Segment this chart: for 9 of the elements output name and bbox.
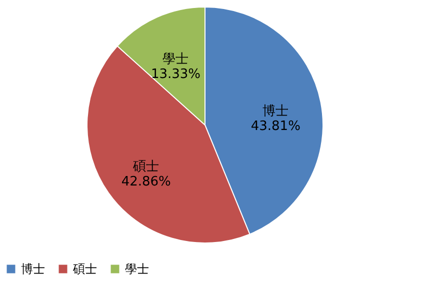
data-label: 13.33%	[150, 67, 201, 82]
slice-label: 博士	[262, 104, 289, 120]
slice-label: 學士	[162, 52, 189, 68]
data-label: 42.86%	[121, 174, 171, 190]
legend-label: 碩士	[72, 262, 97, 276]
legend-label: 學士	[125, 262, 149, 276]
slice-label: 碩士	[132, 159, 160, 174]
data-label: 43.81%	[250, 119, 300, 134]
legend-label: 博士	[21, 262, 45, 276]
